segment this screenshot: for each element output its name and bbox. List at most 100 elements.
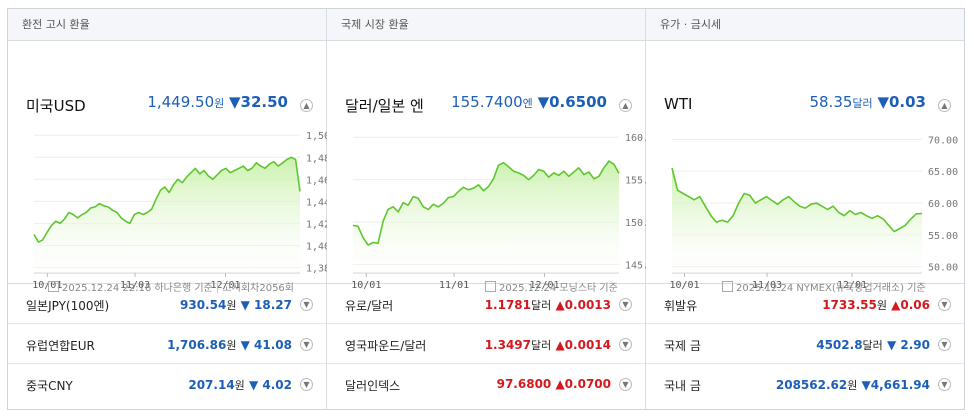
usdjpy-chart: 160.00 155.00 150.00 145.00 10/01 11/01 12/01 [351, 133, 646, 290]
series-area [353, 161, 619, 273]
chevron-down-icon[interactable]: ▼ [300, 298, 313, 311]
rate-unit: 달러 [531, 339, 552, 352]
y-tick-label: 1,400 [306, 241, 327, 252]
y-tick-label: 1,380 [306, 263, 327, 274]
main-unit: 달러 [852, 97, 873, 110]
x-tick-label: 12/01 [529, 280, 559, 290]
source-info: 2025.12.24 NYMEX(뉴욕상업거래소) 기준 [722, 279, 926, 294]
y-tick-label: 145.00 [625, 261, 646, 272]
rate-row[interactable]: 중국CNY 207.14원 ▼ 4.02 ▼ [8, 364, 326, 404]
rate-row[interactable]: 국내 금 208562.62원 ▼4,661.94 ▼ [646, 364, 964, 404]
column-exchange: 환전 고시 환율 미국USD 1,449.50원 ▼32.50 ▲ 1,5001… [8, 9, 327, 409]
chevron-down-icon[interactable]: ▼ [300, 338, 313, 351]
rate-price: 207.14 [188, 378, 235, 392]
rate-unit: 원 [226, 339, 237, 352]
rate-value: 1.3497달러 ▲0.0014 [485, 337, 611, 353]
rate-value: 1733.55원 ▲0.06 [822, 297, 930, 313]
rate-row[interactable]: 영국파운드/달러 1.3497달러 ▲0.0014 ▼ [327, 324, 645, 364]
source-info: 2025.12.24 22:16 하나은행 기준 | 고시회차2056회 [48, 279, 294, 294]
rate-name: 영국파운드/달러 [345, 339, 427, 353]
rate-row[interactable]: 달러인덱스 97.6800 ▲0.0700 ▼ [327, 364, 645, 404]
chevron-down-icon[interactable]: ▼ [619, 338, 632, 351]
rate-name: 휘발유 [664, 299, 698, 313]
y-tick-label: 150.00 [625, 218, 646, 229]
x-tick-label: 11/03 [120, 280, 150, 290]
y-tick-label: 160.00 [625, 133, 646, 144]
rate-name: 중국CNY [26, 379, 73, 393]
source-date: 2025.12.24 모닝스타 기준 [499, 283, 618, 294]
main-quote-usdjpy[interactable]: 달러/일본 엔 155.7400엔 ▼0.6500 ▲ 160.00 155.00… [327, 41, 646, 294]
rate-value: 4502.8달러 ▼ 2.90 [816, 337, 930, 353]
rate-name: 달러인덱스 [345, 379, 401, 393]
rate-row[interactable]: 휘발유 1733.55원 ▲0.06 ▼ [646, 284, 964, 324]
x-tick-label: 12/01 [837, 280, 867, 290]
rate-change: ▼ 41.08 [240, 338, 292, 352]
y-tick-label: 55.00 [928, 231, 958, 242]
y-tick-label: 60.00 [928, 199, 958, 210]
rate-price: 4502.8 [816, 338, 863, 352]
rate-price: 1,706.86 [167, 338, 227, 352]
rate-unit: 달러 [862, 339, 883, 352]
main-value: 1,449.50원 ▼32.50 [147, 93, 288, 111]
chevron-up-icon[interactable]: ▲ [300, 99, 313, 112]
source-date: 2025.12.24 22:16 하나은행 기준 [62, 283, 213, 294]
rate-value: 1,706.86원 ▼ 41.08 [167, 337, 292, 353]
x-tick-label: 11/01 [439, 280, 469, 290]
y-tick-label: 1,460 [306, 175, 327, 186]
rate-name: 국제 금 [664, 339, 701, 353]
chevron-down-icon[interactable]: ▼ [300, 378, 313, 391]
chevron-down-icon[interactable]: ▼ [938, 338, 951, 351]
series-line [671, 167, 923, 233]
rate-row[interactable]: 일본JPY(100엔) 930.54원 ▼ 18.27 ▼ [8, 284, 326, 324]
rate-value: 97.6800 ▲0.0700 [497, 377, 611, 391]
chevron-down-icon[interactable]: ▼ [938, 378, 951, 391]
rate-price: 208562.62 [775, 378, 848, 392]
series-line [33, 156, 301, 243]
rate-row[interactable]: 유럽연합EUR 1,706.86원 ▼ 41.08 ▼ [8, 324, 326, 364]
rate-change: ▼ 4.02 [248, 378, 292, 392]
rate-value: 930.54원 ▼ 18.27 [180, 297, 292, 313]
y-tick-label: 70.00 [928, 135, 958, 146]
wti-chart: 70.00 65.00 60.00 55.00 50.00 10/01 11/03 12/01 [669, 135, 958, 290]
x-tick-label: 10/01 [32, 280, 62, 290]
main-price: 58.35 [809, 93, 853, 111]
series-line [352, 160, 620, 246]
rate-unit: 원 [226, 299, 237, 312]
series-area [672, 168, 922, 273]
x-tick-label: 10/01 [669, 280, 699, 290]
main-quote-wti[interactable]: WTI 58.35달러 ▼0.03 ▲ 70.00 65.00 60.00 55.00… [646, 41, 964, 294]
main-unit: 엔 [522, 97, 533, 110]
y-tick-label: 1,480 [306, 153, 327, 164]
main-name: 달러/일본 엔 [345, 97, 424, 115]
rate-unit: 원 [847, 379, 858, 392]
main-name: WTI [664, 95, 693, 113]
column-header: 환전 고시 환율 [8, 9, 326, 41]
y-tick-label: 65.00 [928, 167, 958, 178]
x-tick-label: 11/03 [752, 280, 782, 290]
column-international: 국제 시장 환율 달러/일본 엔 155.7400엔 ▼0.6500 ▲ 160… [327, 9, 646, 409]
rate-name: 유로/달러 [345, 299, 394, 313]
main-value: 155.7400엔 ▼0.6500 [451, 93, 607, 111]
source-round: 고시회차2056회 [222, 283, 294, 294]
source-date: 2025.12.24 NYMEX(뉴욕상업거래소) 기준 [736, 283, 926, 294]
rate-change: ▲0.06 [891, 298, 930, 312]
rate-value: 1.1781달러 ▲0.0013 [485, 297, 611, 313]
rate-name: 일본JPY(100엔) [26, 299, 110, 313]
rate-row[interactable]: 유로/달러 1.1781달러 ▲0.0013 ▼ [327, 284, 645, 324]
rate-price: 1.1781 [484, 298, 532, 312]
chevron-up-icon[interactable]: ▲ [619, 99, 632, 112]
calendar-icon [48, 281, 59, 292]
rate-row[interactable]: 국제 금 4502.8달러 ▼ 2.90 ▼ [646, 324, 964, 364]
rate-price: 930.54 [180, 298, 227, 312]
chevron-down-icon[interactable]: ▼ [938, 298, 951, 311]
main-quote-usd[interactable]: 미국USD 1,449.50원 ▼32.50 ▲ 1,500 1,480 1,460… [8, 41, 327, 294]
rate-change: ▲0.0700 [555, 377, 611, 391]
column-header: 유가 · 금시세 [646, 9, 964, 41]
main-unit: 원 [214, 97, 225, 110]
rate-name: 유럽연합EUR [26, 339, 95, 353]
chevron-up-icon[interactable]: ▲ [938, 99, 951, 112]
main-value: 58.35달러 ▼0.03 [809, 93, 926, 111]
chevron-down-icon[interactable]: ▼ [619, 378, 632, 391]
rate-change: ▼4,661.94 [861, 378, 930, 392]
chevron-down-icon[interactable]: ▼ [619, 298, 632, 311]
